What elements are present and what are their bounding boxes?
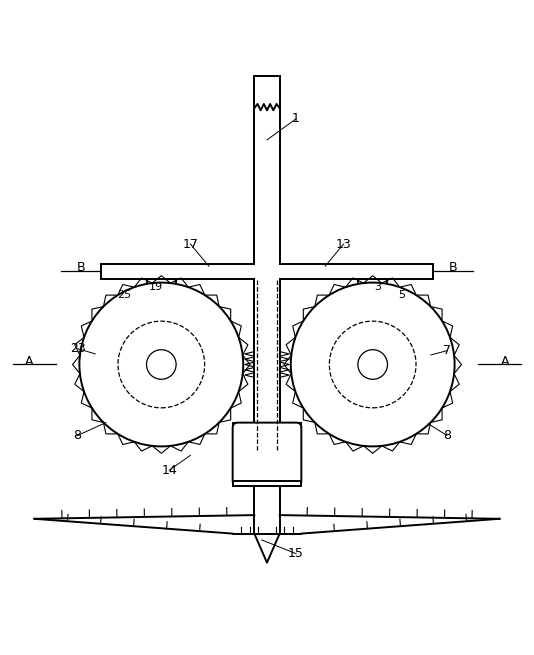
Text: 8: 8 xyxy=(73,429,81,442)
Text: 3: 3 xyxy=(374,282,381,292)
Text: 17: 17 xyxy=(183,238,198,250)
Text: 19: 19 xyxy=(149,282,163,292)
Text: A: A xyxy=(25,356,34,368)
Text: B: B xyxy=(449,261,457,274)
Text: 23: 23 xyxy=(70,342,85,355)
Text: B: B xyxy=(77,261,85,274)
Text: 7: 7 xyxy=(443,345,451,357)
Text: 5: 5 xyxy=(398,290,405,300)
Circle shape xyxy=(80,282,243,447)
Circle shape xyxy=(291,282,454,447)
Bar xyxy=(233,481,301,486)
Text: 25: 25 xyxy=(117,290,131,300)
Text: 8: 8 xyxy=(443,429,451,442)
Bar xyxy=(233,422,301,428)
Text: 1: 1 xyxy=(292,112,300,125)
Text: 13: 13 xyxy=(336,238,351,250)
Text: A: A xyxy=(500,356,509,368)
FancyBboxPatch shape xyxy=(233,422,301,486)
Text: 14: 14 xyxy=(161,464,177,477)
Text: 15: 15 xyxy=(288,547,304,560)
